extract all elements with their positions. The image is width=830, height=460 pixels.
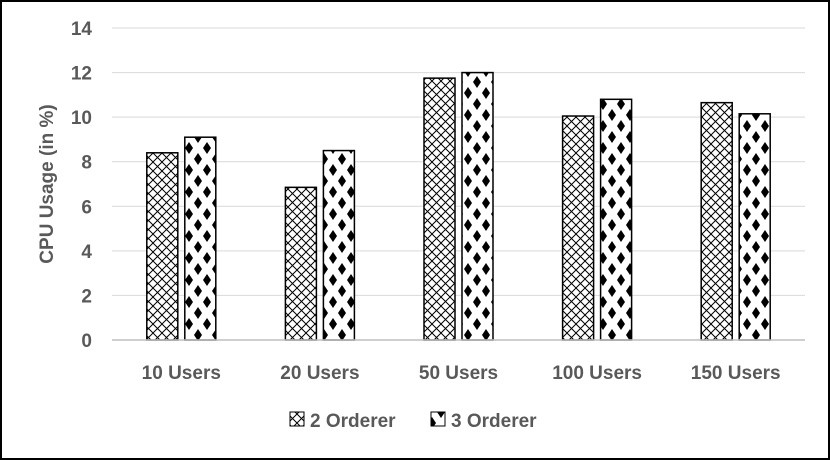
y-axis-ticks: 0 2 4 6 8 10 12 14 (71, 19, 93, 352)
legend-label: 2 Orderer (310, 411, 396, 432)
x-tick-label: 100 Users (552, 363, 642, 384)
y-tick-label: 2 (81, 286, 92, 307)
x-tick-label: 10 Users (142, 363, 221, 384)
y-tick-label: 4 (81, 242, 92, 263)
x-tick-label: 20 Users (280, 363, 359, 384)
bar-series-2-50-users (461, 71, 494, 341)
bar-series-1-50-users (423, 77, 456, 341)
y-tick-label: 12 (71, 64, 92, 85)
y-axis-label: CPU Usage (in %) (37, 104, 58, 263)
bar-series-2-100-users (599, 98, 633, 341)
y-tick-label: 0 (81, 331, 92, 352)
y-tick-label: 10 (71, 108, 92, 129)
x-axis-ticks: 10 Users 20 Users 50 Users 100 Users 150 Use… (142, 363, 781, 384)
bar-series-2-20-users (322, 149, 356, 341)
legend-label: 3 Orderer (451, 411, 537, 432)
y-tick-label: 14 (71, 19, 93, 40)
legend-swatch (430, 411, 446, 427)
y-tick-label: 8 (81, 153, 92, 174)
bar-series-1-100-users (561, 115, 595, 341)
bar-series-1-150-users (700, 101, 733, 341)
gridlines (112, 27, 805, 296)
bar-series-1-20-users (284, 186, 318, 341)
legend: 2 Orderer 3 Orderer (289, 411, 537, 432)
bar-series-2-10-users (184, 136, 217, 341)
bars (146, 71, 771, 341)
x-tick-label: 50 Users (419, 363, 498, 384)
legend-swatch (289, 411, 305, 427)
x-tick-label: 150 Users (691, 363, 781, 384)
y-tick-label: 6 (81, 197, 92, 218)
bar-series-2-150-users (738, 113, 771, 341)
bar-series-1-10-users (146, 152, 179, 341)
